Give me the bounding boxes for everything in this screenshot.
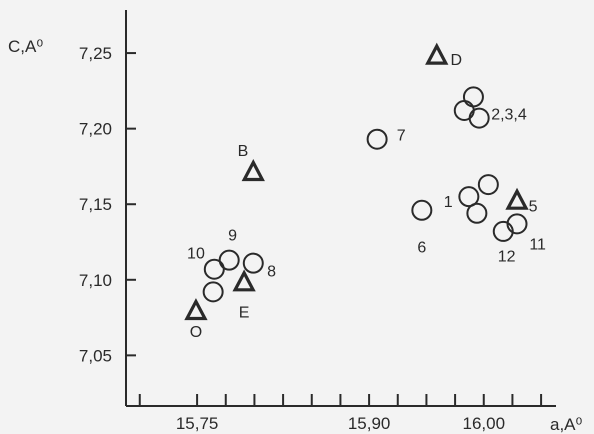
x-ticks [138,394,543,406]
point-label-4: 5 [529,199,538,216]
triangle-point-2 [241,159,265,182]
y-ticks [126,52,136,357]
y-tick-label-0: 7,25 [79,44,112,63]
point-label-13: 8 [267,264,276,281]
triangle-point-4 [505,187,529,210]
x-tick-label-0: 15,75 [176,414,219,433]
circle-point-0 [366,128,388,150]
triangle-series [184,42,529,321]
y-tick-label-4: 7,05 [79,346,112,365]
circle-point-4 [468,107,490,129]
circle-point-13 [242,252,264,274]
x-tick-label-1: 15,90 [348,414,391,433]
point-label-11: 10 [187,246,205,263]
circle-point-10 [202,281,224,303]
circle-series [202,86,528,303]
y-tick-labels: 7,25 7,20 7,15 7,10 7,05 [79,44,112,365]
point-label-6: 6 [417,240,426,257]
y-tick-label-3: 7,10 [79,271,112,290]
circle-point-1 [411,199,433,221]
point-label-9: 11 [529,237,546,254]
circle-point-6 [466,202,488,224]
circle-point-12 [218,249,240,271]
point-label-5: 7 [397,128,406,145]
circle-point-7 [477,174,499,196]
x-tick-label-2: 16,00 [462,414,505,433]
y-tick-label-2: 7,15 [79,195,112,214]
point-label-8: 1 [444,194,453,211]
point-label-3: D [450,52,462,69]
point-label-1: E [239,305,250,322]
triangle-point-3 [425,42,449,65]
triangle-point-0 [184,298,208,321]
y-axis-title: C,A⁰ [8,37,43,56]
point-label-12: 9 [228,227,237,244]
point-label-2: B [238,143,249,160]
circle-point-3 [462,86,484,108]
circle-point-11 [203,258,225,280]
point-label-7: 2,3,4 [491,107,527,124]
circle-point-5 [458,186,480,208]
x-axis-title: a,A⁰ [550,415,583,434]
triangle-point-1 [232,269,256,292]
x-tick-labels: 15,75 15,90 16,00 [176,414,505,433]
circle-point-9 [506,213,528,235]
y-tick-label-1: 7,20 [79,120,112,139]
point-label-0: O [190,324,202,341]
point-label-10: 12 [498,249,516,266]
